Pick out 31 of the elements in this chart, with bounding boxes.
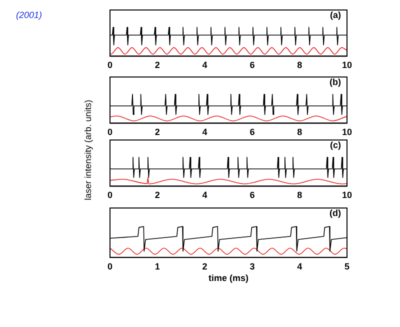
text: (b) <box>330 76 341 87</box>
x-tick-label: 0 <box>107 60 113 70</box>
x-tick-label: 6 <box>250 190 255 200</box>
x-tick-label: 4 <box>202 60 208 70</box>
x-tick-label: 1 <box>154 261 160 272</box>
x-tick-label: 0 <box>107 190 113 200</box>
x-tick-label: 10 <box>342 127 352 138</box>
x-tick-label: 8 <box>297 127 302 138</box>
text: (d) <box>330 208 341 218</box>
x-tick-label: 2 <box>154 60 160 70</box>
text: (2001) <box>16 10 42 20</box>
y-axis-title: laser intensity (arb. units) <box>83 100 93 200</box>
x-tick-label: 5 <box>344 261 350 272</box>
x-tick-label: 4 <box>202 127 208 138</box>
text: (a) <box>330 10 341 20</box>
x-tick-label: 10 <box>342 190 352 200</box>
text: (c) <box>330 140 341 150</box>
x-tick-label: 0 <box>107 261 113 272</box>
x-axis-title: time (ms) <box>208 273 249 284</box>
x-tick-label: 4 <box>297 261 302 272</box>
x-tick-label: 2 <box>154 190 160 200</box>
x-tick-label: 3 <box>250 261 255 272</box>
x-tick-label: 2 <box>154 127 160 138</box>
x-tick-label: 4 <box>202 190 208 200</box>
x-tick-label: 6 <box>250 60 255 70</box>
x-tick-label: 2 <box>202 261 208 272</box>
x-tick-label: 0 <box>107 127 113 138</box>
x-tick-label: 8 <box>297 190 302 200</box>
x-tick-label: 10 <box>342 60 352 70</box>
x-tick-label: 8 <box>297 60 302 70</box>
x-tick-label: 6 <box>250 127 255 138</box>
